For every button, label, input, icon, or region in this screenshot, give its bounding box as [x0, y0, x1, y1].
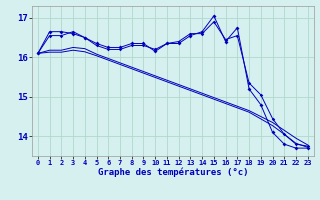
- X-axis label: Graphe des températures (°c): Graphe des températures (°c): [98, 168, 248, 177]
